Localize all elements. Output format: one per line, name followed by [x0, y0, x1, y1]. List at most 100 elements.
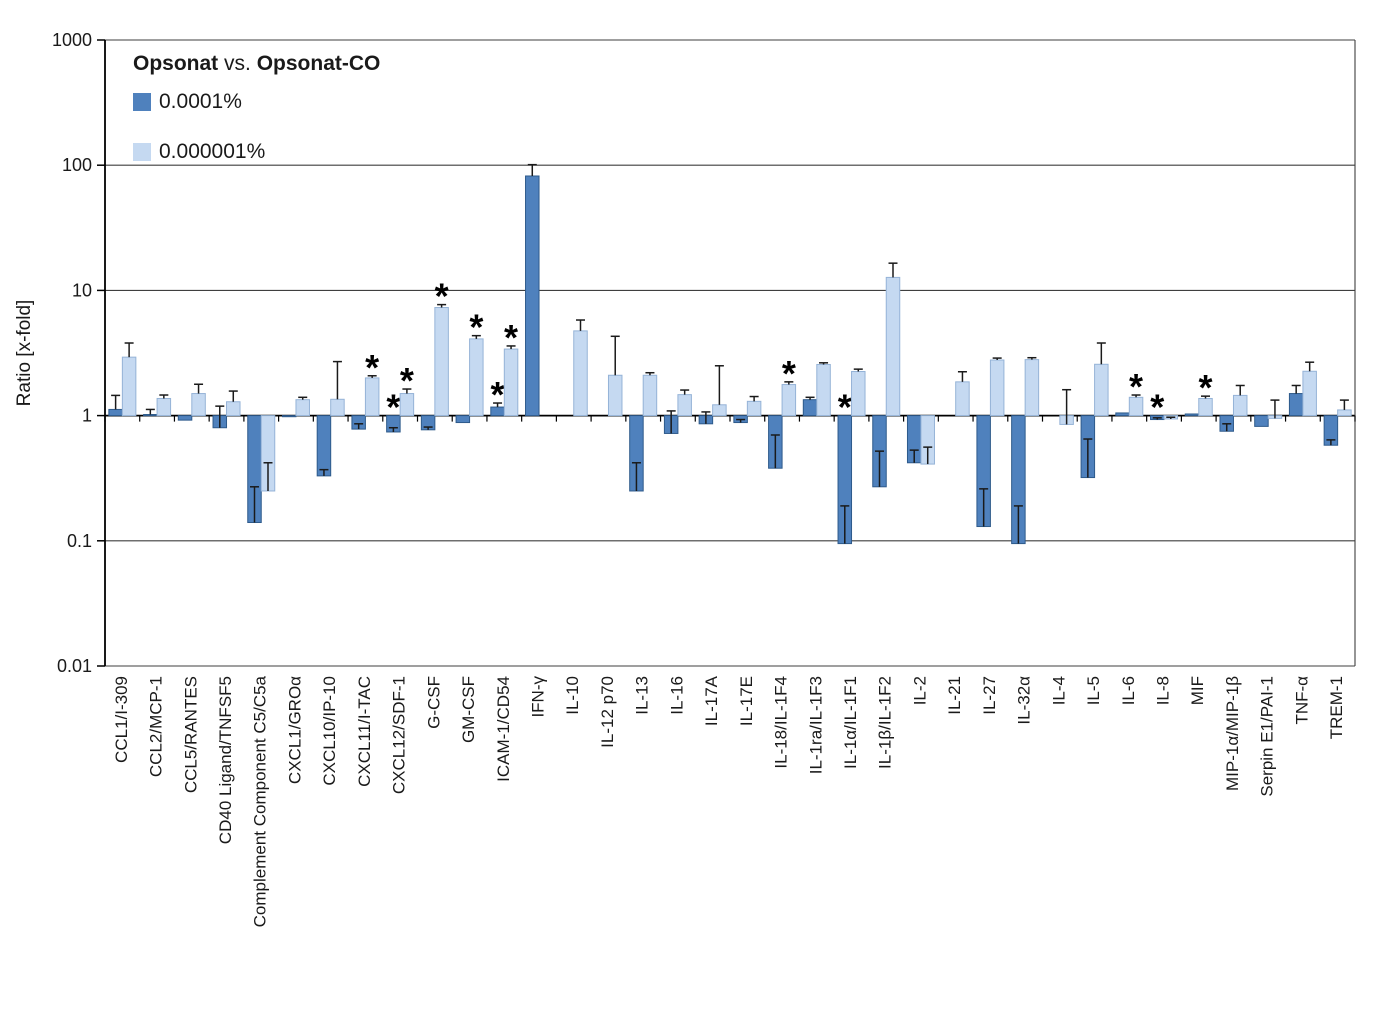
legend-swatch-dark	[133, 93, 151, 111]
x-axis-label: CXCL11/I-TAC	[355, 676, 374, 787]
bar	[281, 415, 297, 418]
x-axis-label: CCL1/I-309	[112, 676, 131, 763]
x-axis-label: IL-27	[980, 676, 999, 715]
y-tick-label: 100	[62, 155, 92, 175]
bar	[295, 399, 310, 417]
x-axis-label: IL-1β/IL-1F2	[876, 676, 895, 769]
bar	[851, 371, 866, 417]
legend-label-dark: 0.0001%	[159, 90, 242, 113]
significance-asterisk: *	[469, 307, 483, 348]
bar	[330, 398, 345, 417]
legend-title: Opsonat vs. Opsonat-CO	[133, 52, 380, 76]
y-tick-label: 1000	[52, 30, 92, 50]
x-axis-label: IL-17E	[737, 676, 756, 726]
bar	[677, 394, 692, 417]
x-axis-label: IL-1ra/IL-1F3	[806, 676, 825, 774]
x-axis-label: TREM-1	[1327, 676, 1346, 739]
bar	[1288, 393, 1304, 417]
bar	[816, 363, 831, 417]
y-tick-label: 0.1	[67, 531, 92, 551]
x-axis-label: IFN-γ	[529, 676, 548, 718]
x-axis-label: IL-1α/IL-1F1	[841, 676, 860, 769]
y-tick-label: 1	[82, 406, 92, 426]
x-axis-label: IL-17A	[702, 675, 721, 726]
y-tick-label: 0.01	[57, 656, 92, 676]
bar	[1337, 409, 1352, 417]
x-axis-label: IL-32α	[1015, 676, 1034, 725]
legend-swatch-light	[133, 143, 151, 161]
x-axis-label: MIF	[1188, 676, 1207, 705]
bar	[177, 415, 193, 421]
bar	[1302, 370, 1317, 417]
legend-title-mid: vs.	[224, 52, 251, 75]
bar	[746, 400, 762, 417]
significance-asterisk: *	[1198, 367, 1212, 408]
x-axis-label: CXCL12/SDF-1	[390, 676, 409, 794]
x-axis-label: G-CSF	[424, 676, 443, 729]
legend-entry-dark: 0.0001%	[133, 90, 380, 114]
bar	[1115, 412, 1130, 417]
bar	[802, 399, 818, 417]
significance-asterisk: *	[1129, 366, 1143, 407]
bar	[143, 414, 158, 417]
bar	[573, 330, 588, 417]
significance-asterisk: *	[386, 387, 400, 428]
x-axis-label: TNF-α	[1292, 676, 1311, 725]
x-axis-label: ICAM-1/CD54	[494, 676, 513, 782]
bar	[156, 397, 172, 417]
significance-asterisk: *	[782, 353, 796, 394]
bar	[1232, 394, 1248, 417]
significance-asterisk: *	[491, 374, 505, 415]
x-axis-label: Serpin E1/PAI-1	[1258, 676, 1277, 797]
significance-asterisk: *	[435, 276, 449, 317]
significance-asterisk: *	[504, 317, 518, 358]
bar	[503, 348, 519, 417]
x-axis-label: CXCL10/IP-10	[320, 676, 339, 786]
bar	[455, 415, 471, 424]
significance-asterisk: *	[365, 347, 379, 388]
y-axis-title: Ratio [x-fold]	[14, 300, 35, 407]
bar	[885, 276, 901, 417]
significance-asterisk: *	[838, 387, 852, 428]
x-axis-label: MIP-1α/MIP-1β	[1223, 676, 1242, 791]
bar	[525, 175, 540, 417]
bar	[1094, 363, 1109, 417]
bar	[712, 404, 727, 417]
x-axis-label: CXCL1/GROα	[285, 676, 304, 784]
bar	[108, 408, 123, 417]
bar	[955, 381, 970, 417]
x-axis-label: IL-6	[1119, 676, 1138, 705]
x-axis-label: IL-4	[1049, 676, 1068, 705]
x-axis-label: IL-5	[1084, 676, 1103, 705]
bar	[1024, 359, 1040, 417]
x-axis-label: Complement Component C5/C5a	[251, 675, 270, 927]
significance-asterisk: *	[1150, 387, 1164, 428]
legend-title-left: Opsonat	[133, 52, 219, 75]
bar	[434, 307, 449, 417]
x-axis-label: IL-12 p70	[598, 676, 617, 748]
bar	[351, 415, 366, 430]
legend-entry-light: 0.000001%	[133, 140, 380, 164]
x-axis-label: GM-CSF	[459, 676, 478, 743]
bar	[1184, 413, 1200, 417]
x-axis-label: CCL2/MCP-1	[147, 676, 166, 777]
bar	[316, 415, 332, 477]
bar	[469, 338, 484, 417]
legend-label-light: 0.000001%	[159, 140, 266, 163]
legend-title-right: Opsonat-CO	[256, 52, 381, 75]
x-axis-label: CD40 Ligand/TNFSF5	[216, 676, 235, 844]
bar	[121, 356, 137, 417]
bar	[989, 359, 1005, 417]
x-axis-label: IL-10	[563, 676, 582, 715]
bar	[226, 401, 241, 417]
bar	[607, 374, 623, 417]
bar	[1254, 415, 1269, 427]
x-axis-label: IL-21	[945, 676, 964, 715]
x-axis-label: IL-8	[1154, 676, 1173, 705]
legend: Opsonat vs. Opsonat-CO 0.0001% 0.000001%	[133, 52, 380, 190]
x-axis-label: IL-18/IL-1F4	[772, 676, 791, 769]
bar	[191, 393, 206, 417]
x-axis-label: IL-13	[633, 676, 652, 715]
